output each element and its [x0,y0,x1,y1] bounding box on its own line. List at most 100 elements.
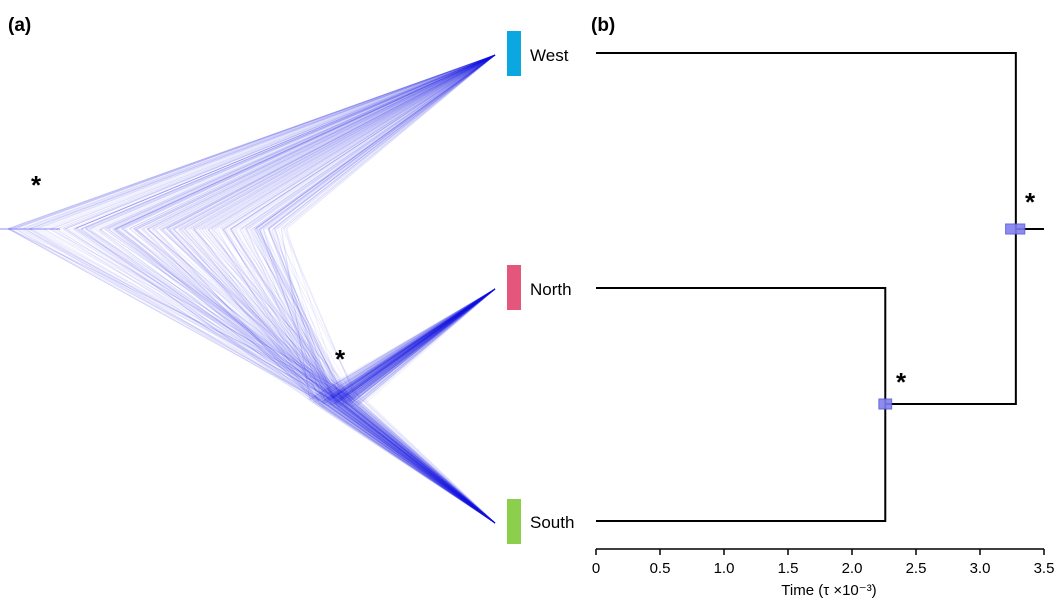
tree-sample-north-branch [364,288,496,402]
tree-sample-west-branch [190,54,496,229]
tree-sample-north-branch [333,288,496,398]
tree-sample-stem [100,229,348,399]
tree-sample-west-branch [19,54,496,230]
tree-sample-south-branch [345,395,496,524]
tree-sample-south-branch [347,397,496,524]
tree-sample-west-branch [125,54,496,231]
tree-sample-stem [143,228,317,403]
tree-sample-west-branch [23,54,496,230]
tree-sample-south-branch [321,401,496,524]
tree-sample-north-branch [337,288,496,401]
tree-sample-west-branch [168,54,496,230]
tree-sample-west-branch [246,54,496,230]
tree-sample-west-branch [263,54,496,231]
tree-sample-north-branch [312,288,496,403]
tree-sample-north-branch [340,288,496,400]
tree-sample-stem [268,229,338,403]
x-tick-label: 1.5 [778,560,799,577]
tree-sample-south-branch [349,400,496,524]
tree-sample-stem [198,229,343,399]
tree-sample-west-branch [81,54,496,230]
tree-sample-north-branch [322,288,496,404]
tree-sample-south-branch [334,399,496,524]
tree-sample-south-branch [357,402,496,524]
tree-sample-south-branch [330,405,496,524]
tree-sample-south-branch [346,406,496,524]
tree-sample-north-branch [345,288,496,395]
tree-sample-west-branch [272,54,496,230]
tree-sample-west-branch [114,54,496,230]
tree-sample-north-branch [311,288,496,399]
tree-sample-south-branch [323,395,496,524]
tree-sample-south-branch [332,404,496,524]
tree-sample-stem [84,227,346,395]
tree-sample-north-branch [327,288,496,404]
tree-sample-stem [235,229,341,404]
tree-sample-south-branch [333,397,496,524]
tree-sample-south-branch [324,399,496,524]
tree-sample-west-branch [259,54,496,231]
tree-sample-stem [258,228,351,400]
tree-sample-north-branch [340,288,496,403]
tree-sample-south-branch [347,401,496,524]
x-tick-label: 2.0 [842,560,863,577]
tree-sample-north-branch [348,288,496,402]
tree-sample-stem [85,228,343,400]
tree-sample-stem [167,227,347,397]
tree-sample-stem [223,228,356,404]
tree-sample-north-branch [351,288,496,398]
tree-sample-south-branch [337,400,496,524]
tree-sample-west-branch [129,54,496,229]
tree-sample-stem [120,227,333,399]
tree-sample-west-branch [275,54,496,230]
tree-sample-west-branch [225,54,496,230]
tree-sample-north-branch [324,288,496,400]
tree-sample-west-branch [256,54,496,229]
tree-sample-south-branch [328,399,496,524]
tree-sample-south-branch [312,402,496,524]
tree-sample-north-branch [356,288,496,406]
tree-sample-south-branch [346,404,496,524]
tree-sample-south-branch [319,399,496,524]
tree-sample-north-branch [341,288,496,399]
tree-sample-stem [108,229,359,403]
tree-sample-west-branch [167,54,496,229]
tree-sample-north-branch [358,288,496,403]
tree-sample-stem [259,229,323,398]
tree-sample-stem [112,229,335,398]
x-tick-label: 2.5 [906,560,927,577]
tree-sample-north-branch [340,288,496,400]
tree-sample-stem [154,229,315,400]
tree-sample-stem [65,228,329,406]
tree-sample-north-branch [332,288,496,399]
tree-sample-west-branch [162,54,496,230]
tree-sample-stem [147,228,343,402]
tree-sample-stem [63,227,341,400]
tree-sample-north-branch [345,288,496,403]
tree-sample-north-branch [335,288,496,402]
tree-sample-north-branch [342,288,496,405]
tree-sample-west-branch [286,54,496,230]
tree-sample-stem [63,228,314,403]
tree-sample-north-branch [336,288,496,405]
tree-sample-stem [211,229,321,398]
tree-sample-west-branch [123,54,496,230]
tree-sample-north-branch [357,288,496,406]
tree-sample-north-branch [339,288,496,403]
tree-sample-south-branch [316,401,496,524]
tree-sample-north-branch [346,288,496,406]
tree-sample-stem [258,229,346,402]
tree-sample-north-branch [354,288,496,397]
tree-sample-stem [104,228,359,404]
tree-sample-north-branch [341,288,496,400]
tree-sample-south-branch [351,402,496,524]
tree-sample-south-branch [331,396,496,524]
tree-sample-south-branch [340,405,496,524]
tree-sample-north-branch [323,288,496,396]
tree-sample-south-branch [346,398,496,524]
tree-sample-west-branch [92,54,496,229]
tree-sample-north-branch [328,288,496,399]
tree-sample-west-branch [66,54,496,229]
tree-sample-stem [84,227,311,399]
tree-sample-west-branch [29,54,496,230]
